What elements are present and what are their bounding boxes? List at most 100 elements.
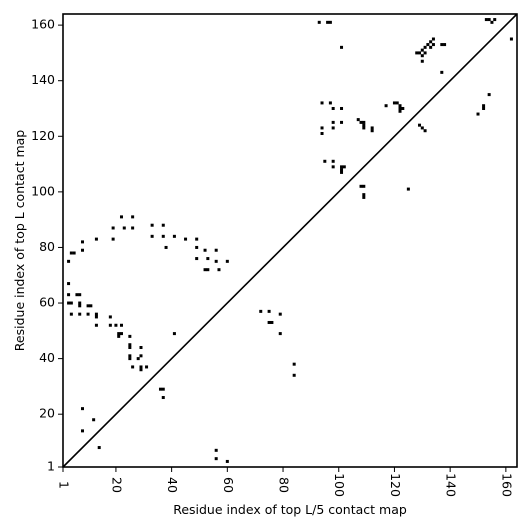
x-tick-label: 60 [221,477,236,493]
contact-point [359,184,363,188]
contact-point [203,268,207,272]
contact-point [395,101,399,105]
contact-point [431,37,435,41]
contact-point [203,248,207,252]
contact-point [139,354,143,358]
contact-point [86,304,90,308]
contact-point [331,126,335,130]
contact-point [164,245,168,249]
contact-point [75,293,79,297]
x-tick-label: 120 [388,473,403,497]
contact-point [172,332,176,336]
contact-point [131,215,135,219]
contact-point [94,315,98,319]
y-tick-label: 80 [39,239,55,254]
contact-point [172,234,176,238]
contact-point [67,259,71,263]
contact-point [78,301,82,305]
x-tick-label: 40 [165,477,180,493]
contact-point [406,187,410,191]
contact-point [139,346,143,349]
contact-point [150,223,154,227]
contact-point [401,106,405,110]
contact-point [440,70,444,74]
contact-point [482,104,486,108]
contact-point [340,106,344,110]
x-tick-label: 160 [499,473,514,497]
contact-point [206,268,210,272]
contact-point [384,104,388,108]
contact-point [72,251,76,255]
x-tick-label: 80 [277,477,292,493]
contact-point [145,365,149,369]
contact-point [340,120,344,124]
y-axis-label: Residue index of top L contact map [12,130,27,351]
contact-point [278,332,282,336]
contact-point [94,237,98,241]
contact-point [423,129,427,133]
contact-point [94,323,98,327]
contact-point [270,320,274,324]
contact-point [331,120,335,124]
contact-point [195,237,199,241]
contact-point [328,101,332,105]
contact-point [340,168,344,172]
y-tick-label: 60 [39,295,55,310]
x-axis-label: Residue index of top L/5 contact map [173,502,407,517]
contact-point [217,268,221,272]
contact-point [267,320,271,324]
contact-point [81,429,84,433]
contact-point [128,357,132,361]
contact-point [122,226,126,230]
contact-point [111,226,115,230]
y-tick-label: 20 [39,406,55,421]
contact-point [67,301,71,305]
contact-point [415,51,419,55]
contact-point [67,282,71,286]
contact-point [225,459,229,463]
contact-point [78,293,82,297]
contact-point [493,18,497,22]
contact-point [97,446,101,450]
contact-point [78,312,82,316]
contact-point [340,165,344,169]
y-tick-label: 40 [39,350,55,365]
y-tick-label: 1 [47,459,55,474]
contact-point [67,293,71,297]
contact-point [184,237,188,241]
contact-point [78,304,82,308]
x-tick-label: 100 [332,473,347,497]
contact-point [340,170,344,174]
contact-point [278,312,282,316]
contact-point [342,165,346,169]
contact-point [128,354,132,358]
contact-point [423,45,427,49]
contact-point [331,165,335,169]
contact-point [69,301,73,305]
contact-point [356,118,360,122]
contact-point [362,193,366,197]
contact-point [426,43,430,47]
contact-point [487,93,491,97]
contact-point [362,126,366,130]
contact-point [139,365,143,369]
contact-point [487,18,491,22]
contact-point [418,123,422,127]
contact-point [119,332,123,336]
contact-point [326,20,330,24]
x-tick-label: 1 [57,481,72,489]
contact-point [320,126,324,130]
contact-point [431,43,435,47]
contact-point [476,112,480,116]
contact-point [267,309,271,313]
contact-point [195,245,199,249]
contact-point [420,126,424,130]
diagonal-line [62,13,518,468]
contact-point [111,237,115,241]
contact-point [398,104,402,108]
contact-point [117,334,121,338]
contact-point [392,101,396,105]
contact-point [206,257,210,261]
contact-point [340,45,344,49]
contact-point [331,159,335,163]
